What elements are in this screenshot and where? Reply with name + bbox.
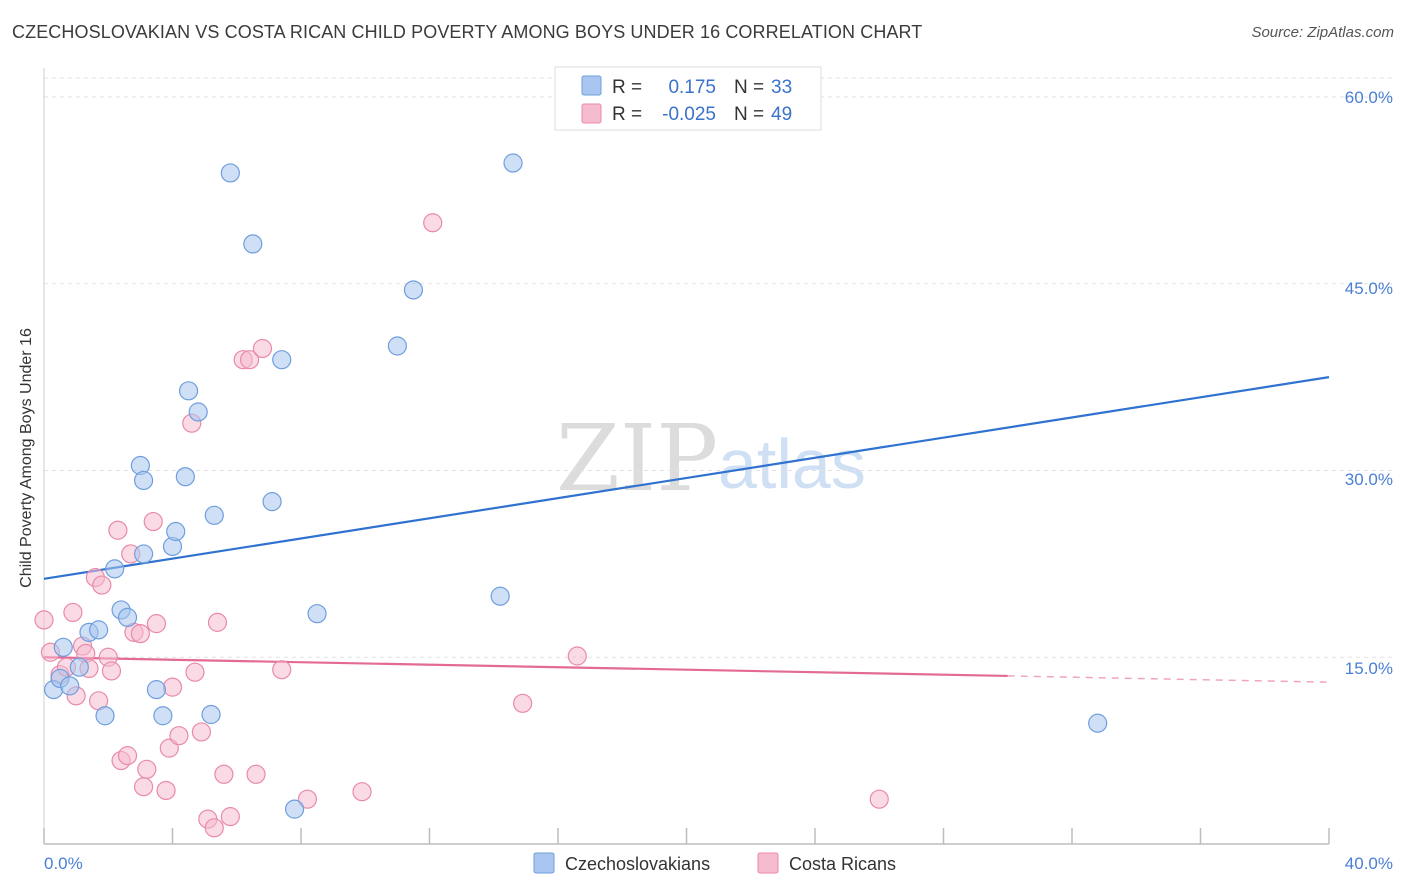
legend-czech-label: Czechoslovakians — [565, 854, 710, 874]
costa-rican-point — [214, 764, 234, 784]
czech-point — [490, 586, 510, 606]
costa-rican-point — [156, 780, 176, 801]
czech-point — [503, 153, 523, 173]
legend-costa-swatch — [757, 852, 779, 874]
costa-rican-point — [185, 662, 205, 682]
costa-rican-point — [92, 575, 112, 595]
costa-rican-point — [513, 693, 533, 713]
watermark-atlas: atlas — [718, 425, 866, 503]
x-tick-label: 0.0% — [44, 854, 83, 873]
costa-rican-point — [297, 789, 318, 809]
czech-swatch — [581, 75, 602, 96]
series-legend: Czechoslovakians Costa Ricans — [533, 852, 896, 874]
y-tick-label: 45.0% — [1345, 279, 1393, 298]
source-credit: Source: ZipAtlas.com — [1251, 24, 1394, 41]
czech-point — [105, 559, 125, 579]
czech-point — [69, 657, 89, 677]
czech-point — [403, 280, 424, 300]
costa-rican-point — [133, 777, 154, 797]
costa-rican-point — [220, 807, 240, 827]
r-label: R = — [612, 77, 642, 98]
czech-point — [243, 234, 263, 254]
watermark-zip: ZIP — [556, 405, 718, 512]
czech-point — [133, 470, 154, 491]
costa-rican-point — [169, 726, 189, 746]
scatter-points — [34, 153, 1108, 838]
czech-point — [201, 704, 221, 725]
czech-point — [307, 604, 327, 624]
costa-trend-extension — [1007, 675, 1330, 683]
czech-point — [53, 637, 73, 657]
czech-r-value: 0.175 — [668, 77, 716, 98]
legend-costa-label: Costa Ricans — [789, 854, 896, 874]
r-label: R = — [612, 104, 642, 125]
n-label: N = — [734, 104, 764, 125]
costa-swatch — [581, 103, 602, 124]
watermark: ZIP atlas — [556, 405, 866, 512]
costa-rican-point — [252, 338, 273, 359]
czech-point — [153, 706, 173, 726]
czech-n-value: 33 — [771, 77, 792, 98]
czech-point — [188, 402, 208, 422]
costa-r-value: -0.025 — [662, 104, 716, 125]
axes — [43, 68, 1330, 845]
costa-rican-point — [34, 610, 54, 630]
czech-point — [166, 521, 186, 542]
czech-point — [175, 467, 195, 487]
czech-point — [262, 492, 282, 512]
czech-point — [284, 799, 305, 819]
trend-lines — [43, 376, 1330, 683]
czech-point — [204, 505, 224, 525]
costa-rican-point — [143, 511, 163, 532]
stats-legend: R = 0.175 N = 33 R = -0.025 N = 49 — [554, 66, 822, 131]
legend-czech-swatch — [533, 852, 555, 874]
costa-rican-point — [108, 520, 128, 540]
costa-rican-point — [207, 612, 228, 632]
czech-point — [178, 381, 199, 401]
x-tick-label: 40.0% — [1345, 854, 1393, 873]
chart-title: CZECHOSLOVAKIAN VS COSTA RICAN CHILD POV… — [12, 22, 923, 42]
costa-n-value: 49 — [771, 104, 792, 125]
costa-rican-point — [204, 818, 224, 838]
czech-point — [89, 620, 109, 640]
costa-trend-line — [43, 656, 1008, 678]
costa-rican-point — [567, 646, 587, 666]
costa-rican-point — [117, 746, 138, 766]
czech-point — [387, 336, 407, 356]
costa-rican-point — [137, 759, 157, 779]
czech-point — [220, 163, 240, 183]
czech-point — [272, 350, 292, 370]
costa-rican-point — [246, 764, 266, 784]
costa-rican-point — [146, 614, 167, 634]
n-label: N = — [734, 77, 764, 98]
costa-rican-point — [240, 350, 260, 370]
costa-rican-point — [191, 722, 212, 742]
costa-rican-point — [423, 213, 443, 233]
y-axis-label: Child Poverty Among Boys Under 16 — [18, 328, 35, 588]
costa-rican-point — [272, 660, 292, 680]
y-tick-label: 15.0% — [1345, 659, 1393, 678]
czech-point — [95, 706, 115, 726]
costa-rican-point — [130, 623, 150, 644]
costa-rican-point — [162, 677, 183, 697]
y-tick-label: 30.0% — [1345, 470, 1393, 489]
y-tick-label: 60.0% — [1345, 88, 1393, 107]
czech-trend-line — [43, 376, 1330, 580]
czech-point — [133, 544, 154, 564]
costa-rican-point — [352, 782, 372, 802]
czech-point — [117, 607, 138, 628]
costa-rican-point — [101, 661, 122, 681]
czech-point — [1088, 713, 1108, 733]
costa-rican-point — [63, 602, 83, 623]
costa-rican-point — [869, 789, 889, 809]
czech-point — [60, 676, 80, 696]
czech-point — [146, 680, 167, 700]
y-tick-labels: 15.0% 30.0% 45.0% 60.0% — [1345, 88, 1393, 678]
